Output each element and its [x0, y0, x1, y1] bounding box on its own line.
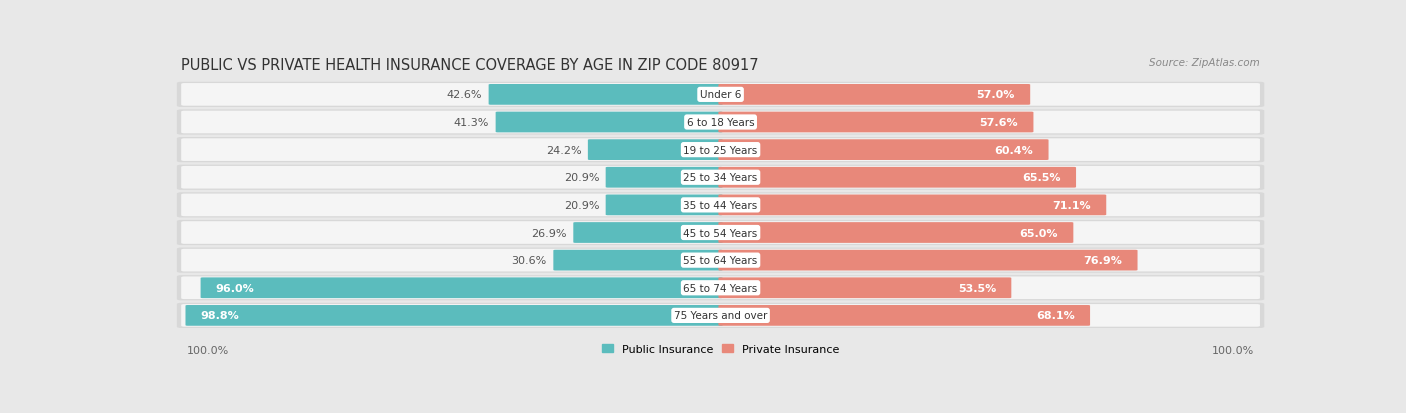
FancyBboxPatch shape — [718, 85, 1031, 105]
FancyBboxPatch shape — [201, 278, 723, 299]
Text: 65.5%: 65.5% — [1022, 173, 1060, 183]
Text: Under 6: Under 6 — [700, 90, 741, 100]
Text: 60.4%: 60.4% — [994, 145, 1033, 155]
FancyBboxPatch shape — [588, 140, 723, 161]
FancyBboxPatch shape — [489, 85, 723, 105]
FancyBboxPatch shape — [177, 303, 1264, 328]
Text: 45 to 54 Years: 45 to 54 Years — [683, 228, 758, 238]
FancyBboxPatch shape — [177, 275, 1264, 301]
FancyBboxPatch shape — [177, 193, 1264, 218]
FancyBboxPatch shape — [606, 168, 723, 188]
FancyBboxPatch shape — [718, 112, 1033, 133]
Text: Source: ZipAtlas.com: Source: ZipAtlas.com — [1149, 57, 1260, 67]
Text: 57.0%: 57.0% — [977, 90, 1015, 100]
Text: 42.6%: 42.6% — [447, 90, 482, 100]
FancyBboxPatch shape — [177, 138, 1264, 163]
FancyBboxPatch shape — [606, 195, 723, 216]
Text: 75 Years and over: 75 Years and over — [673, 311, 768, 320]
Text: 53.5%: 53.5% — [957, 283, 995, 293]
FancyBboxPatch shape — [181, 249, 1260, 272]
FancyBboxPatch shape — [181, 222, 1260, 244]
FancyBboxPatch shape — [718, 140, 1049, 161]
FancyBboxPatch shape — [718, 195, 1107, 216]
Text: 30.6%: 30.6% — [512, 256, 547, 266]
FancyBboxPatch shape — [574, 223, 723, 243]
FancyBboxPatch shape — [181, 304, 1260, 327]
Text: 19 to 25 Years: 19 to 25 Years — [683, 145, 758, 155]
Text: 26.9%: 26.9% — [531, 228, 567, 238]
Text: 65.0%: 65.0% — [1019, 228, 1059, 238]
FancyBboxPatch shape — [181, 112, 1260, 134]
FancyBboxPatch shape — [181, 277, 1260, 299]
Text: 20.9%: 20.9% — [564, 200, 599, 210]
FancyBboxPatch shape — [181, 84, 1260, 107]
FancyBboxPatch shape — [186, 305, 723, 326]
FancyBboxPatch shape — [718, 305, 1090, 326]
Text: 98.8%: 98.8% — [201, 311, 239, 320]
Text: 68.1%: 68.1% — [1036, 311, 1074, 320]
FancyBboxPatch shape — [177, 83, 1264, 108]
Legend: Public Insurance, Private Insurance: Public Insurance, Private Insurance — [598, 340, 844, 359]
FancyBboxPatch shape — [718, 250, 1137, 271]
FancyBboxPatch shape — [718, 168, 1076, 188]
FancyBboxPatch shape — [177, 248, 1264, 273]
FancyBboxPatch shape — [177, 165, 1264, 190]
FancyBboxPatch shape — [718, 278, 1011, 299]
FancyBboxPatch shape — [181, 166, 1260, 189]
Text: 20.9%: 20.9% — [564, 173, 599, 183]
FancyBboxPatch shape — [181, 194, 1260, 217]
Text: 96.0%: 96.0% — [217, 283, 254, 293]
Text: 71.1%: 71.1% — [1052, 200, 1091, 210]
Text: 100.0%: 100.0% — [187, 345, 229, 355]
Text: 24.2%: 24.2% — [546, 145, 581, 155]
Text: 25 to 34 Years: 25 to 34 Years — [683, 173, 758, 183]
Text: 100.0%: 100.0% — [1212, 345, 1254, 355]
FancyBboxPatch shape — [718, 223, 1073, 243]
Text: 6 to 18 Years: 6 to 18 Years — [686, 118, 755, 128]
FancyBboxPatch shape — [554, 250, 723, 271]
FancyBboxPatch shape — [177, 221, 1264, 245]
Text: 65 to 74 Years: 65 to 74 Years — [683, 283, 758, 293]
Text: 41.3%: 41.3% — [454, 118, 489, 128]
FancyBboxPatch shape — [181, 139, 1260, 161]
FancyBboxPatch shape — [496, 112, 723, 133]
Text: 55 to 64 Years: 55 to 64 Years — [683, 256, 758, 266]
Text: PUBLIC VS PRIVATE HEALTH INSURANCE COVERAGE BY AGE IN ZIP CODE 80917: PUBLIC VS PRIVATE HEALTH INSURANCE COVER… — [181, 57, 759, 72]
Text: 35 to 44 Years: 35 to 44 Years — [683, 200, 758, 210]
Text: 57.6%: 57.6% — [980, 118, 1018, 128]
FancyBboxPatch shape — [177, 110, 1264, 135]
Text: 76.9%: 76.9% — [1084, 256, 1122, 266]
